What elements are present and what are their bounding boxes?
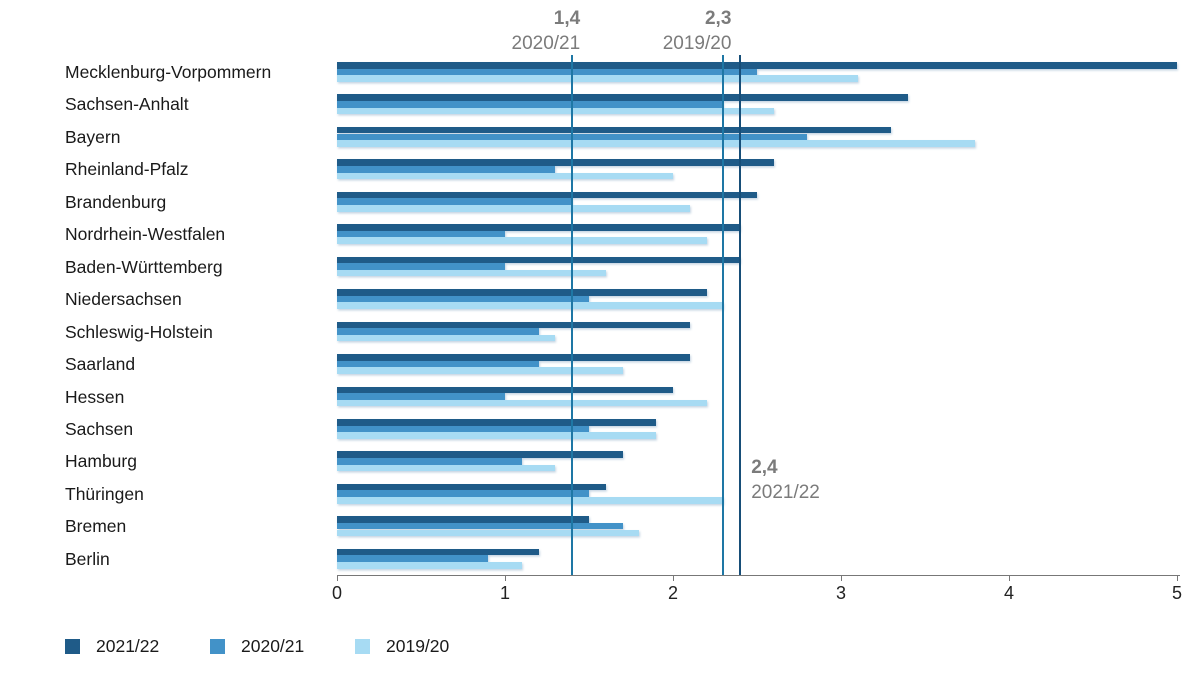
category-label-mecklenburg-vorpommern: Mecklenburg-Vorpommern <box>65 62 272 82</box>
x-axis-tick-label: 0 <box>331 583 342 603</box>
category-label-sachsen-anhalt: Sachsen-Anhalt <box>65 94 189 115</box>
legend-label: 2021/22 <box>96 636 160 656</box>
bar-2019-20-brandenburg <box>337 205 690 212</box>
bar-2021-22-baden-w-rttemberg <box>337 256 741 264</box>
bar-2021-22-th-ringen <box>337 483 606 491</box>
bar-2019-20-hessen <box>337 399 707 407</box>
category-label-bayern: Bayern <box>65 126 121 147</box>
bar-2019-20-saarland <box>337 367 623 374</box>
legend-swatch-2019-20 <box>355 639 370 654</box>
reference-series: 2019/20 <box>662 33 732 54</box>
bar-2020-21-schleswig-holstein <box>337 328 539 335</box>
category-label-hamburg: Hamburg <box>65 451 137 472</box>
x-axis-tick <box>337 575 338 581</box>
bar-2021-22-bayern <box>337 126 892 134</box>
bar-2021-22-hamburg <box>337 451 623 458</box>
bar-2021-22-bremen <box>337 516 589 523</box>
category-label-hessen: Hessen <box>65 386 125 407</box>
x-axis-tick-label: 5 <box>1171 583 1182 603</box>
bar-2021-22-nordrhein-westfalen <box>337 224 741 231</box>
x-axis-tick <box>673 575 674 581</box>
bar-2020-21-bremen <box>337 522 623 530</box>
bar-2021-22-hessen <box>337 386 673 394</box>
bar-2021-22-berlin <box>337 548 539 556</box>
bar-2019-20-bayern <box>337 140 976 147</box>
bar-2019-20-sachsen-anhalt <box>337 107 774 115</box>
reference-line-2021-22 <box>739 55 742 575</box>
category-label-brandenburg: Brandenburg <box>65 191 167 212</box>
bar-2019-20-th-ringen <box>337 497 724 504</box>
bar-2020-21-saarland <box>337 360 539 368</box>
category-label-berlin: Berlin <box>65 548 110 569</box>
bar-2021-22-brandenburg <box>337 191 757 199</box>
bar-2021-22-sachsen-anhalt <box>337 94 909 102</box>
bar-2019-20-nordrhein-westfalen <box>337 237 707 245</box>
bar-2019-20-baden-w-rttemberg <box>337 269 606 277</box>
bar-2020-21-hessen <box>337 393 505 400</box>
bar-2020-21-nordrhein-westfalen <box>337 230 505 238</box>
category-label-schleswig-holstein: Schleswig-Holstein <box>65 321 213 342</box>
bar-2020-21-brandenburg <box>337 198 573 205</box>
reference-series: 2020/21 <box>511 33 581 54</box>
bar-2019-20-bremen <box>337 529 640 537</box>
x-axis-tick <box>1009 575 1010 581</box>
reference-annotation-2019-20: 2,3 2019/20 <box>663 6 732 56</box>
bar-2021-22-sachsen <box>337 418 657 426</box>
reference-series: 2021/22 <box>751 482 820 503</box>
bar-2020-21-rheinland-pfalz <box>337 165 556 173</box>
legend-swatch-2020-21 <box>210 639 225 654</box>
bar-2020-21-hamburg <box>337 458 522 465</box>
bar-2019-20-rheinland-pfalz <box>337 172 673 180</box>
x-axis-tick-label: 3 <box>835 583 846 603</box>
x-axis-tick <box>1177 575 1178 581</box>
bar-2020-21-sachsen-anhalt <box>337 101 724 108</box>
bar-2019-20-sachsen <box>337 432 657 439</box>
legend-label: 2020/21 <box>241 636 305 656</box>
bar-2020-21-niedersachsen <box>337 295 589 303</box>
bar-2019-20-schleswig-holstein <box>337 334 556 342</box>
bar-2021-22-rheinland-pfalz <box>337 159 774 166</box>
reference-annotation-2021-22: 2,4 2021/22 <box>751 455 820 505</box>
legend-item-2019-20: 2019/20 <box>355 636 449 657</box>
category-label-sachsen: Sachsen <box>65 418 134 439</box>
legend-swatch-2021-22 <box>65 639 80 654</box>
legend-label: 2019/20 <box>386 636 450 656</box>
category-label-nordrhein-westfalen: Nordrhein-Westfalen <box>65 224 226 245</box>
category-label-baden-w-rttemberg: Baden-Württemberg <box>65 256 223 277</box>
bar-2019-20-berlin <box>337 561 522 569</box>
bar-2019-20-hamburg <box>337 464 556 472</box>
category-label-rheinland-pfalz: Rheinland-Pfalz <box>65 159 189 180</box>
bar-2019-20-mecklenburg-vorpommern <box>337 75 858 82</box>
bar-2021-22-niedersachsen <box>337 289 707 296</box>
bar-2020-21-sachsen <box>337 425 589 433</box>
x-axis-tick-label: 4 <box>1003 583 1014 603</box>
legend-item-2021-22: 2021/22 <box>65 636 159 657</box>
bar-2021-22-mecklenburg-vorpommern <box>337 62 1177 69</box>
reference-line-2020-21 <box>571 55 574 575</box>
x-axis-line <box>337 575 1180 576</box>
category-label-saarland: Saarland <box>65 354 136 375</box>
bar-2020-21-berlin <box>337 555 489 562</box>
category-label-niedersachsen: Niedersachsen <box>65 289 182 310</box>
bar-2020-21-mecklenburg-vorpommern <box>337 68 757 76</box>
reference-line-2019-20 <box>722 55 725 575</box>
x-axis-tick-label: 1 <box>499 583 510 603</box>
reference-value: 2,3 <box>704 8 732 29</box>
bar-2019-20-niedersachsen <box>337 302 724 309</box>
category-label-bremen: Bremen <box>65 516 127 537</box>
bar-2020-21-th-ringen <box>337 490 589 498</box>
x-axis-tick-label: 2 <box>667 583 678 603</box>
x-axis-tick <box>841 575 842 581</box>
reference-annotation-2020-21: 1,4 2020/21 <box>512 6 581 56</box>
legend-item-2020-21: 2020/21 <box>210 636 304 657</box>
bar-2021-22-saarland <box>337 354 690 361</box>
reference-value: 1,4 <box>553 8 581 29</box>
bar-2020-21-baden-w-rttemberg <box>337 263 505 270</box>
category-label-th-ringen: Thüringen <box>65 483 144 504</box>
reference-value: 2,4 <box>751 457 778 478</box>
x-axis-tick <box>505 575 506 581</box>
bar-2021-22-schleswig-holstein <box>337 321 690 329</box>
